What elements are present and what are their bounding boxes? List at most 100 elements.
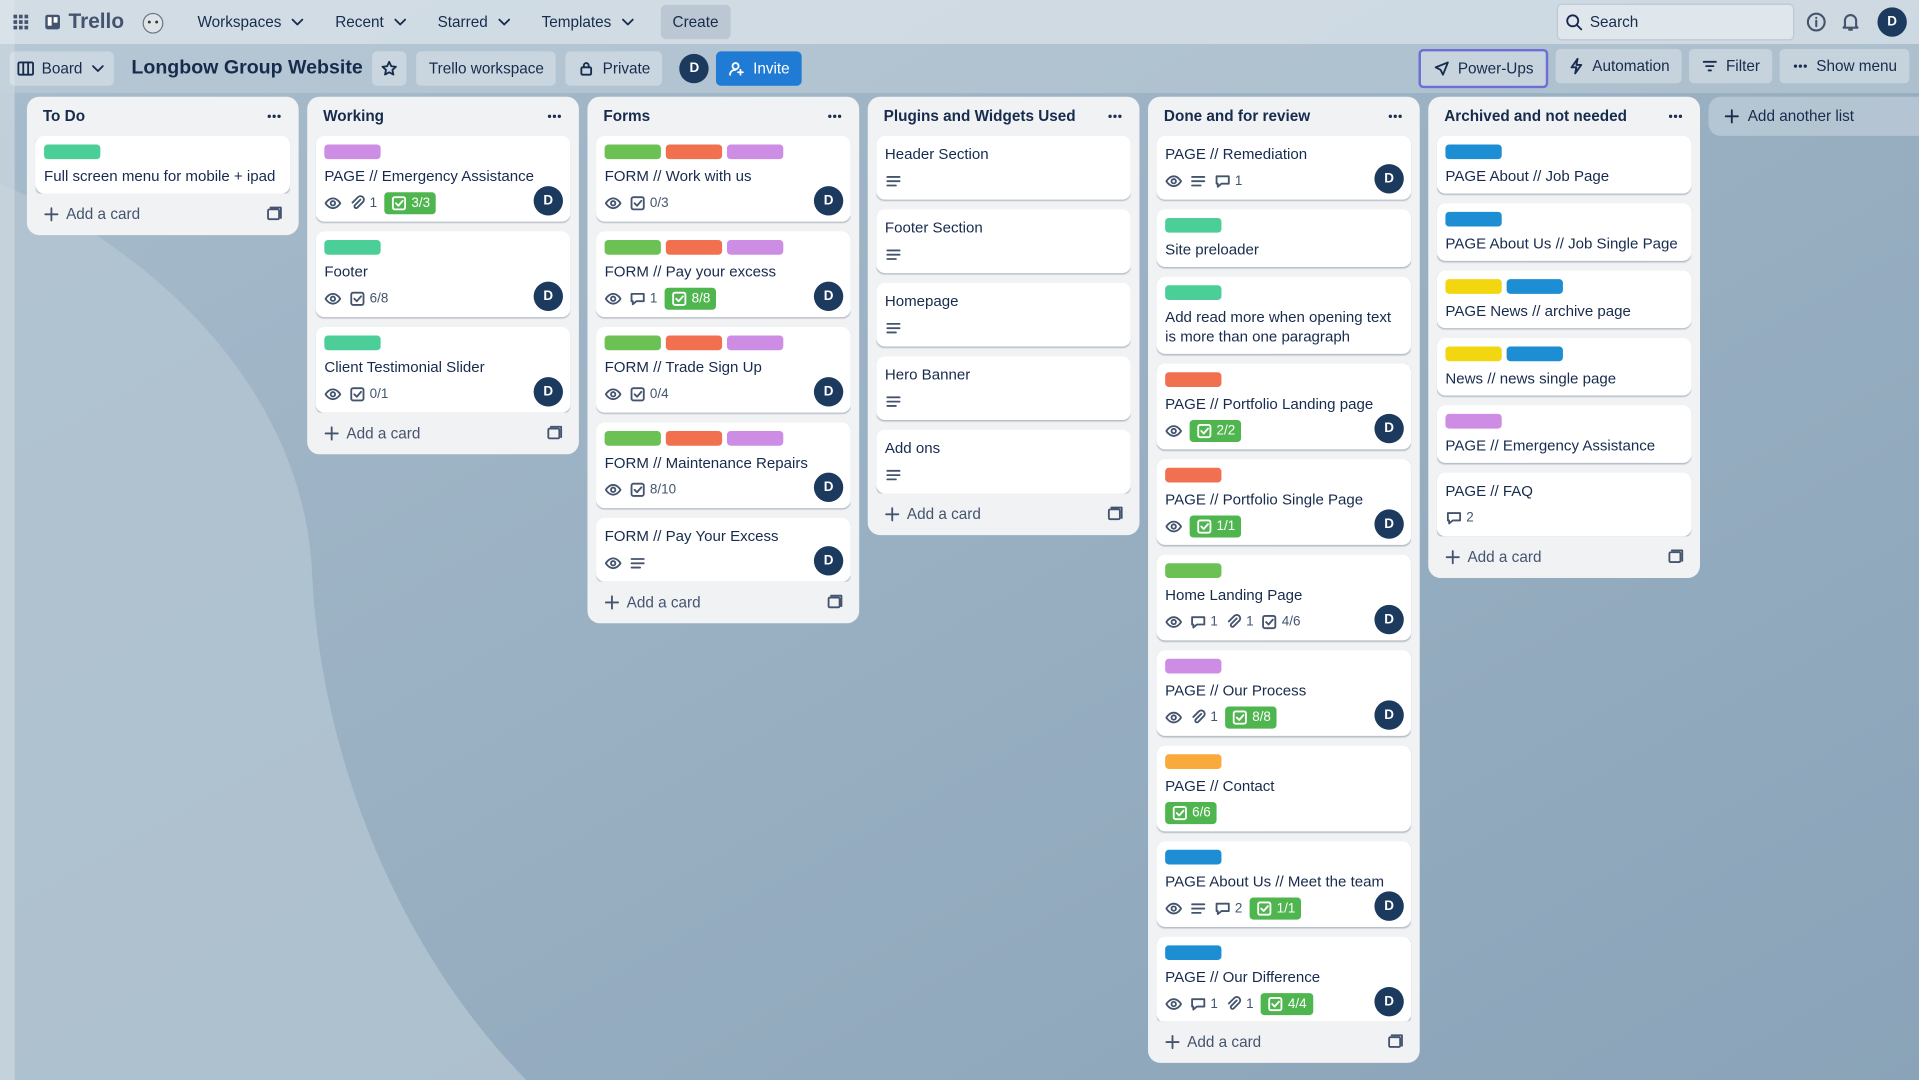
card[interactable]: FORM // Maintenance Repairs 8/10 D [596, 422, 851, 509]
label[interactable] [1506, 279, 1563, 294]
card-member[interactable]: D [1374, 891, 1404, 921]
label[interactable] [726, 240, 784, 255]
list-title[interactable]: Forms [603, 107, 651, 125]
label[interactable] [1165, 658, 1222, 674]
card[interactable]: PAGE About Us // Job Single Page [1436, 203, 1692, 261]
card[interactable]: PAGE // Contact 6/6 [1156, 745, 1412, 832]
card[interactable]: Homepage [876, 282, 1131, 347]
card[interactable]: PAGE // Portfolio Single Page 1/1 D [1156, 459, 1412, 545]
card[interactable]: PAGE About Us // Meet the team 2 1/1 D [1156, 841, 1412, 927]
star-button[interactable] [372, 51, 407, 86]
card[interactable]: PAGE // Portfolio Landing page 2/2 D [1156, 363, 1412, 450]
card-member[interactable]: D [1374, 700, 1404, 730]
card[interactable]: Footer Section [876, 209, 1131, 274]
logo[interactable]: Trello [39, 5, 129, 39]
label[interactable] [324, 144, 381, 160]
card[interactable]: Home Landing Page 1 1 4/6 D [1156, 554, 1412, 641]
list-menu[interactable] [546, 108, 563, 125]
label[interactable] [604, 240, 661, 255]
add-card-button[interactable]: Add a card [603, 594, 701, 611]
card[interactable]: PAGE // Remediation 1 D [1156, 135, 1412, 200]
label[interactable] [1165, 285, 1222, 301]
card[interactable]: Hero Banner [876, 356, 1131, 421]
workspace-button[interactable]: Trello workspace [416, 51, 557, 86]
card[interactable]: FORM // Pay your excess 1 8/8 D [596, 231, 851, 318]
card-member[interactable]: D [813, 546, 844, 576]
label[interactable] [604, 431, 661, 446]
nav-item[interactable]: Workspaces [185, 5, 318, 39]
label[interactable] [1165, 563, 1222, 578]
card[interactable]: PAGE // FAQ 2 [1436, 472, 1692, 537]
label[interactable] [665, 335, 723, 351]
label[interactable] [1165, 467, 1222, 483]
label[interactable] [665, 240, 723, 255]
card[interactable]: FORM // Trade Sign Up 0/4 D [596, 326, 851, 413]
card[interactable]: PAGE // Emergency Assistance [1436, 405, 1692, 463]
label[interactable] [604, 335, 661, 351]
card[interactable]: PAGE News // archive page [1436, 270, 1692, 329]
nav-item[interactable]: Starred [425, 5, 524, 39]
visibility-button[interactable]: Private [565, 51, 663, 86]
list-menu[interactable] [1667, 108, 1684, 125]
card[interactable]: Full screen menu for mobile + ipad [35, 135, 291, 194]
card[interactable]: FORM // Work with us 0/3 D [596, 135, 851, 222]
card-member[interactable]: D [1374, 413, 1404, 444]
label[interactable] [665, 144, 723, 160]
label[interactable] [1445, 346, 1502, 362]
label[interactable] [1165, 945, 1222, 961]
board-action[interactable]: Show menu [1779, 48, 1910, 84]
template-icon[interactable] [1667, 549, 1684, 566]
card-member[interactable]: D [533, 377, 563, 407]
board-action[interactable]: Filter [1689, 48, 1773, 84]
card[interactable]: PAGE About // Job Page [1436, 135, 1692, 194]
card[interactable]: PAGE // Emergency Assistance 1 3/3 D [315, 135, 571, 222]
card-member[interactable]: D [1374, 986, 1404, 1017]
list-title[interactable]: Plugins and Widgets Used [883, 107, 1076, 125]
label[interactable] [726, 431, 784, 446]
info-icon[interactable] [1806, 12, 1826, 32]
card-member[interactable]: D [1374, 509, 1404, 539]
board-title[interactable]: Longbow Group Website [131, 57, 363, 79]
board-action[interactable]: Automation [1555, 48, 1682, 84]
list-title[interactable]: Working [323, 107, 385, 125]
label[interactable] [324, 335, 381, 351]
label[interactable] [726, 335, 784, 351]
card[interactable]: FORM // Pay Your Excess D [596, 517, 851, 582]
search-box[interactable]: Search [1556, 3, 1795, 41]
card[interactable]: Site preloader [1156, 209, 1412, 267]
template-icon[interactable] [266, 206, 283, 223]
template-icon[interactable] [1106, 506, 1123, 523]
card[interactable]: PAGE // Our Difference 1 1 4/4 D [1156, 936, 1412, 1022]
card-member[interactable]: D [813, 281, 844, 312]
board-action[interactable]: Power-Ups [1418, 48, 1549, 89]
label[interactable] [604, 144, 661, 160]
template-icon[interactable] [1387, 1033, 1404, 1050]
add-card-button[interactable]: Add a card [1164, 1033, 1261, 1051]
card[interactable]: News // news single page [1436, 337, 1692, 396]
nav-item[interactable]: Templates [529, 5, 648, 39]
list-menu[interactable] [1106, 108, 1123, 125]
card-member[interactable]: D [813, 186, 844, 216]
template-icon[interactable] [546, 425, 563, 442]
view-switcher[interactable]: Board [9, 51, 115, 86]
label[interactable] [1506, 346, 1563, 362]
list-menu[interactable] [826, 108, 843, 125]
add-card-button[interactable]: Add a card [323, 425, 420, 442]
card[interactable]: Footer 6/8 D [315, 231, 571, 318]
label[interactable] [324, 240, 381, 255]
label[interactable] [1165, 372, 1222, 387]
card[interactable]: Add ons [876, 429, 1131, 494]
card-member[interactable]: D [533, 281, 563, 312]
card-member[interactable]: D [1374, 604, 1404, 635]
apps-icon[interactable] [12, 13, 29, 30]
card[interactable]: Header Section [876, 135, 1131, 200]
label[interactable] [1165, 217, 1222, 233]
label[interactable] [1445, 144, 1502, 160]
label[interactable] [1445, 413, 1502, 429]
list-title[interactable]: Archived and not needed [1444, 107, 1627, 125]
list-menu[interactable] [1387, 108, 1404, 125]
card-member[interactable]: D [1374, 164, 1404, 194]
label[interactable] [665, 431, 723, 446]
create-button[interactable]: Create [660, 4, 731, 40]
label[interactable] [1165, 754, 1222, 769]
